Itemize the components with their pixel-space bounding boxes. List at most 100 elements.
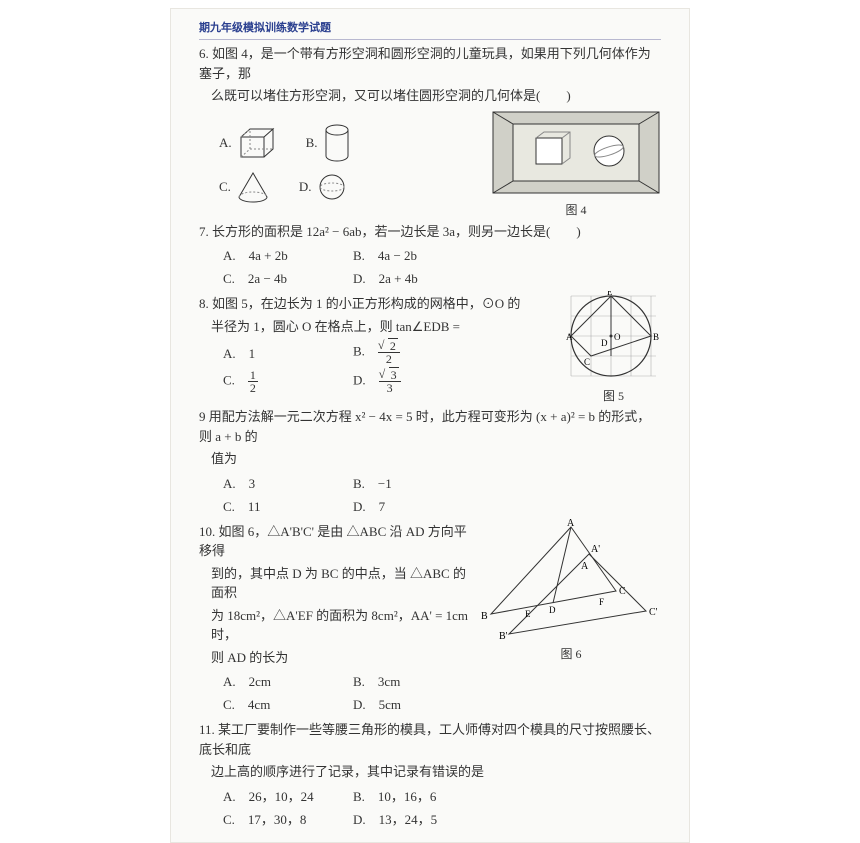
q6-line1: 6. 如图 4，是一个带有方形空洞和圆形空洞的儿童玩具，如果用下列几何体作为塞子… xyxy=(199,44,661,83)
svg-text:B': B' xyxy=(499,631,508,639)
fig4-caption: 图 4 xyxy=(491,201,661,218)
q6-opt-d: D. xyxy=(299,169,348,205)
q6-options-block: A. B. C. xyxy=(199,123,483,205)
q10-opts-1: A. 2cm B. 3cm xyxy=(223,671,471,690)
q10-b: B. 3cm xyxy=(353,671,453,690)
q6-text: 如图 4，是一个带有方形空洞和圆形空洞的儿童玩具，如果用下列几何体作为塞子，那 xyxy=(199,46,651,81)
q9-c: C. 11 xyxy=(223,496,323,515)
q6-figure-4: 图 4 xyxy=(491,110,661,218)
q9-text: 用配方法解一元二次方程 x² − 4x = 5 时，此方程可变形为 (x + a… xyxy=(199,409,650,444)
q10-num: 10. xyxy=(199,524,219,539)
q11-a: A. 26，10，24 xyxy=(223,786,323,805)
q9-d: D. 7 xyxy=(353,496,453,515)
svg-text:B: B xyxy=(481,611,488,622)
q10-opts-2: C. 4cm D. 5cm xyxy=(223,694,471,713)
q11-c: C. 17，30，8 xyxy=(223,809,323,828)
q8-left: 8. 如图 5，在边长为 1 的小正方形构成的网格中，⊙O 的 半径为 1，圆心… xyxy=(199,291,556,398)
q9-b: B. −1 xyxy=(353,473,453,492)
q9-num: 9 xyxy=(199,409,209,424)
q10-line1: 10. 如图 6，△A'B'C' 是由 △ABC 沿 AD 方向平移得 xyxy=(199,522,471,561)
q11-b: B. 10，16，6 xyxy=(353,786,453,805)
svg-text:O: O xyxy=(614,332,621,342)
q8-a: A. 1 xyxy=(223,343,323,362)
fig5-caption: 图 5 xyxy=(566,387,661,404)
toy-board-icon xyxy=(491,110,661,195)
triangle-translate-icon: A B C A' B' C' A E F D xyxy=(481,519,661,639)
svg-text:F: F xyxy=(599,597,604,607)
svg-text:A: A xyxy=(581,561,589,572)
page-header: 期九年级模拟训练数学试题 xyxy=(199,19,661,40)
q8-d-pre: D. xyxy=(353,372,379,387)
q8-opts-1: A. 1 B. 22 xyxy=(223,340,556,365)
q7-line: 7. 长方形的面积是 12a² − 6ab，若一边长是 3a，则另一边长是( ) xyxy=(199,222,661,242)
q8-b: B. 22 xyxy=(353,340,453,365)
q7-opts-1: A. 4a + 2b B. 4a − 2b xyxy=(223,245,661,264)
cube-icon xyxy=(236,125,278,161)
q7-a: A. 4a + 2b xyxy=(223,245,323,264)
q6-opt-b-label: B. xyxy=(306,135,318,151)
fig6-caption: 图 6 xyxy=(481,645,661,662)
q11-line1: 11. 某工厂要制作一些等腰三角形的模具，工人师傅对四个模具的尺寸按照腰长、底长… xyxy=(199,720,661,759)
q11-opts-1: A. 26，10，24 B. 10，16，6 xyxy=(223,786,661,805)
svg-text:A': A' xyxy=(591,544,600,555)
q7-opts-2: C. 2a − 4b D. 2a + 4b xyxy=(223,268,661,287)
q8-text: 如图 5，在边长为 1 的小正方形构成的网格中，⊙O 的 xyxy=(212,296,520,311)
q11-opts-2: C. 17，30，8 D. 13，24，5 xyxy=(223,809,661,828)
q9-line2: 值为 xyxy=(211,449,661,469)
q9-opts-2: C. 11 D. 7 xyxy=(223,496,661,515)
q7-d: D. 2a + 4b xyxy=(353,268,453,287)
svg-text:E: E xyxy=(607,291,613,297)
q10-line2: 到的，其中点 D 为 BC 的中点，当 △ABC 的面积 xyxy=(211,564,471,603)
q11-line2: 边上高的顺序进行了记录，其中记录有错误的是 xyxy=(211,762,661,782)
q8-figure-5: A B E C D O 图 5 xyxy=(566,291,661,404)
q7-text: 长方形的面积是 12a² − 6ab，若一边长是 3a，则另一边长是( ) xyxy=(212,224,581,239)
q8-line2: 半径为 1，圆心 O 在格点上，则 tan∠EDB = xyxy=(211,317,556,337)
frac-1-2: 12 xyxy=(248,369,258,394)
page: 期九年级模拟训练数学试题 6. 如图 4，是一个带有方形空洞和圆形空洞的儿童玩具… xyxy=(170,8,690,843)
q8-b-pre: B. xyxy=(353,343,378,358)
q10-a: A. 2cm xyxy=(223,671,323,690)
svg-text:E: E xyxy=(525,609,531,619)
q7-b: B. 4a − 2b xyxy=(353,245,453,264)
q6-opt-a-label: A. xyxy=(219,135,232,151)
q6-opt-b: B. xyxy=(306,123,352,163)
q6-line2: 么既可以堵住方形空洞，又可以堵住圆形空洞的几何体是( ) xyxy=(211,86,661,106)
q10-line3: 为 18cm²，△A'EF 的面积为 8cm²，AA' = 1cm 时， xyxy=(211,606,471,645)
q7-num: 7. xyxy=(199,224,212,239)
cone-icon xyxy=(235,169,271,205)
q11-num: 11. xyxy=(199,722,218,737)
q9-line1: 9 用配方法解一元二次方程 x² − 4x = 5 时，此方程可变形为 (x +… xyxy=(199,407,661,446)
grid-circle-icon: A B E C D O xyxy=(566,291,661,381)
q9-a: A. 3 xyxy=(223,473,323,492)
q6-icon-row-2: C. D. xyxy=(219,169,483,205)
svg-text:A: A xyxy=(567,519,575,529)
q6-opt-c-label: C. xyxy=(219,179,231,195)
svg-text:C: C xyxy=(619,586,626,597)
sphere-icon xyxy=(316,171,348,203)
q6-num: 6. xyxy=(199,46,212,61)
svg-text:C': C' xyxy=(649,607,658,618)
q8-block: 8. 如图 5，在边长为 1 的小正方形构成的网格中，⊙O 的 半径为 1，圆心… xyxy=(199,291,661,404)
q11-text: 某工厂要制作一些等腰三角形的模具，工人师傅对四个模具的尺寸按照腰长、底长和底 xyxy=(199,722,660,757)
q8-c-pre: C. xyxy=(223,372,248,387)
q8-line1: 8. 如图 5，在边长为 1 的小正方形构成的网格中，⊙O 的 xyxy=(199,294,556,314)
q6-icon-row-1: A. B. xyxy=(219,123,483,163)
q10-figure-6: A B C A' B' C' A E F D 图 6 xyxy=(481,519,661,662)
q10-c: C. 4cm xyxy=(223,694,323,713)
q10-text: 如图 6，△A'B'C' 是由 △ABC 沿 AD 方向平移得 xyxy=(199,524,467,559)
svg-text:D: D xyxy=(549,605,556,615)
q9-text-inner: 用配方法解一元二次方程 x² − 4x = 5 时，此方程可变形为 (x + a… xyxy=(199,409,650,444)
q7-c: C. 2a − 4b xyxy=(223,268,323,287)
svg-text:C: C xyxy=(584,357,590,367)
svg-text:B: B xyxy=(653,332,659,342)
q8-num: 8. xyxy=(199,296,212,311)
q10-d: D. 5cm xyxy=(353,694,453,713)
frac-sqrt3-3: 33 xyxy=(379,369,401,394)
svg-text:D: D xyxy=(601,338,608,348)
q6-opt-d-label: D. xyxy=(299,179,312,195)
q10-block: 10. 如图 6，△A'B'C' 是由 △ABC 沿 AD 方向平移得 到的，其… xyxy=(199,519,661,718)
cylinder-icon xyxy=(322,123,352,163)
q6-opt-c: C. xyxy=(219,169,271,205)
q8-d: D. 33 xyxy=(353,369,453,394)
q11-d: D. 13，24，5 xyxy=(353,809,453,828)
